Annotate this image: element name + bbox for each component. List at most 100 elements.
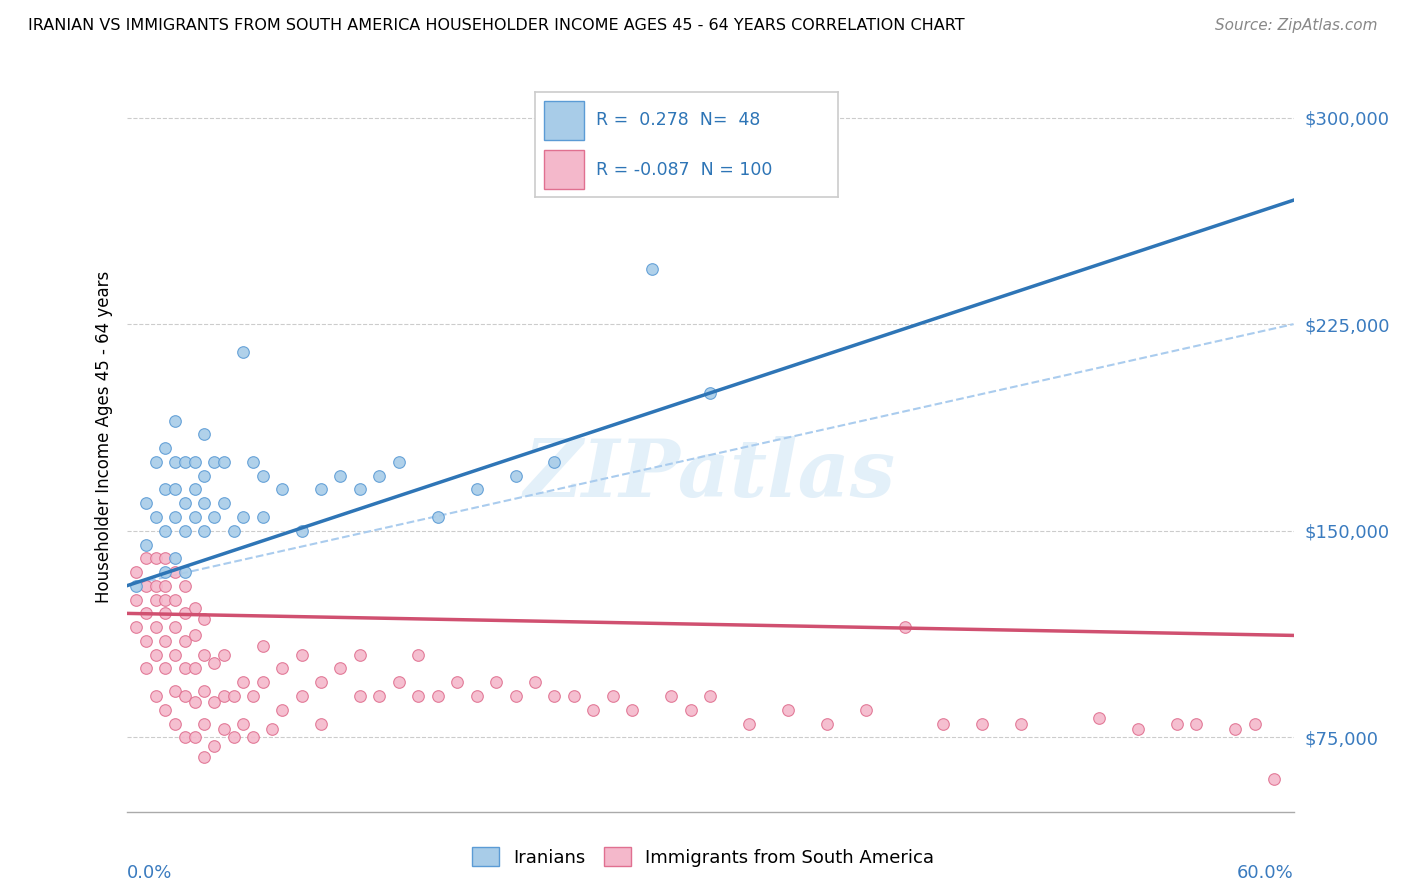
Point (202, 455, 225, 469)
Point (202, 656, 225, 670)
Point (155, 483, 177, 497)
Point (543, 455, 565, 469)
Point (309, 716, 332, 731)
Point (1185, 716, 1208, 731)
Point (135, 661, 157, 675)
Y-axis label: Householder Income Ages 45 - 64 years: Householder Income Ages 45 - 64 years (94, 271, 112, 603)
Point (738, 716, 761, 731)
Point (290, 524, 312, 538)
Point (505, 468, 527, 483)
Point (155, 703, 177, 717)
Point (165, 592, 187, 607)
Point (135, 634, 157, 648)
Point (193, 427, 215, 442)
Point (349, 689, 371, 703)
Point (222, 731, 245, 745)
Point (465, 689, 488, 703)
Point (183, 694, 205, 708)
Point (388, 675, 411, 690)
Point (699, 386, 721, 401)
Point (290, 648, 312, 662)
Point (252, 675, 274, 690)
Point (125, 592, 148, 607)
Point (135, 551, 157, 566)
Point (183, 510, 205, 524)
Point (174, 524, 197, 538)
Point (145, 592, 167, 607)
Point (165, 455, 187, 469)
Text: ZIPatlas: ZIPatlas (524, 436, 896, 513)
Point (165, 620, 187, 634)
Point (145, 689, 167, 703)
Point (309, 483, 332, 497)
Point (252, 510, 274, 524)
Point (523, 675, 546, 690)
Point (815, 716, 838, 731)
Point (183, 661, 205, 675)
Point (1263, 772, 1285, 786)
Point (165, 413, 187, 427)
Point (155, 524, 177, 538)
Point (621, 703, 644, 717)
Point (232, 716, 254, 731)
Point (155, 565, 177, 579)
Point (155, 441, 177, 455)
Point (135, 537, 157, 551)
Point (232, 510, 254, 524)
Point (465, 483, 488, 497)
Text: 0.0%: 0.0% (127, 864, 172, 882)
Point (426, 510, 449, 524)
Point (145, 648, 167, 662)
Point (183, 455, 205, 469)
Point (212, 496, 235, 510)
Point (165, 683, 187, 698)
Point (446, 675, 468, 690)
Point (174, 607, 197, 621)
Text: Source: ZipAtlas.com: Source: ZipAtlas.com (1215, 18, 1378, 33)
Point (193, 683, 215, 698)
Point (193, 716, 215, 731)
Point (165, 510, 187, 524)
Point (1243, 716, 1265, 731)
Point (202, 739, 225, 753)
Point (193, 524, 215, 538)
Text: 60.0%: 60.0% (1237, 864, 1294, 882)
Point (174, 579, 197, 593)
Point (202, 694, 225, 708)
Point (165, 716, 187, 731)
Point (212, 689, 235, 703)
Point (271, 483, 294, 497)
Point (641, 262, 664, 277)
Point (125, 565, 148, 579)
Point (659, 689, 682, 703)
Point (329, 468, 352, 483)
Point (165, 648, 187, 662)
Point (165, 565, 187, 579)
Point (252, 640, 274, 654)
Point (602, 689, 624, 703)
Point (193, 612, 215, 626)
Point (125, 620, 148, 634)
Point (174, 731, 197, 745)
Point (183, 731, 205, 745)
Point (135, 496, 157, 510)
Point (212, 722, 235, 736)
Point (145, 551, 167, 566)
Point (262, 722, 284, 736)
Point (135, 607, 157, 621)
Text: IRANIAN VS IMMIGRANTS FROM SOUTH AMERICA HOUSEHOLDER INCOME AGES 45 - 64 YEARS C: IRANIAN VS IMMIGRANTS FROM SOUTH AMERICA… (28, 18, 965, 33)
Point (212, 455, 235, 469)
Point (222, 524, 245, 538)
Point (155, 551, 177, 566)
Point (155, 579, 177, 593)
Point (582, 703, 605, 717)
Point (145, 455, 167, 469)
Point (252, 468, 274, 483)
Point (174, 661, 197, 675)
Point (145, 620, 167, 634)
Point (893, 620, 915, 634)
Point (505, 689, 527, 703)
Point (1166, 716, 1188, 731)
Point (679, 703, 702, 717)
Point (932, 716, 955, 731)
